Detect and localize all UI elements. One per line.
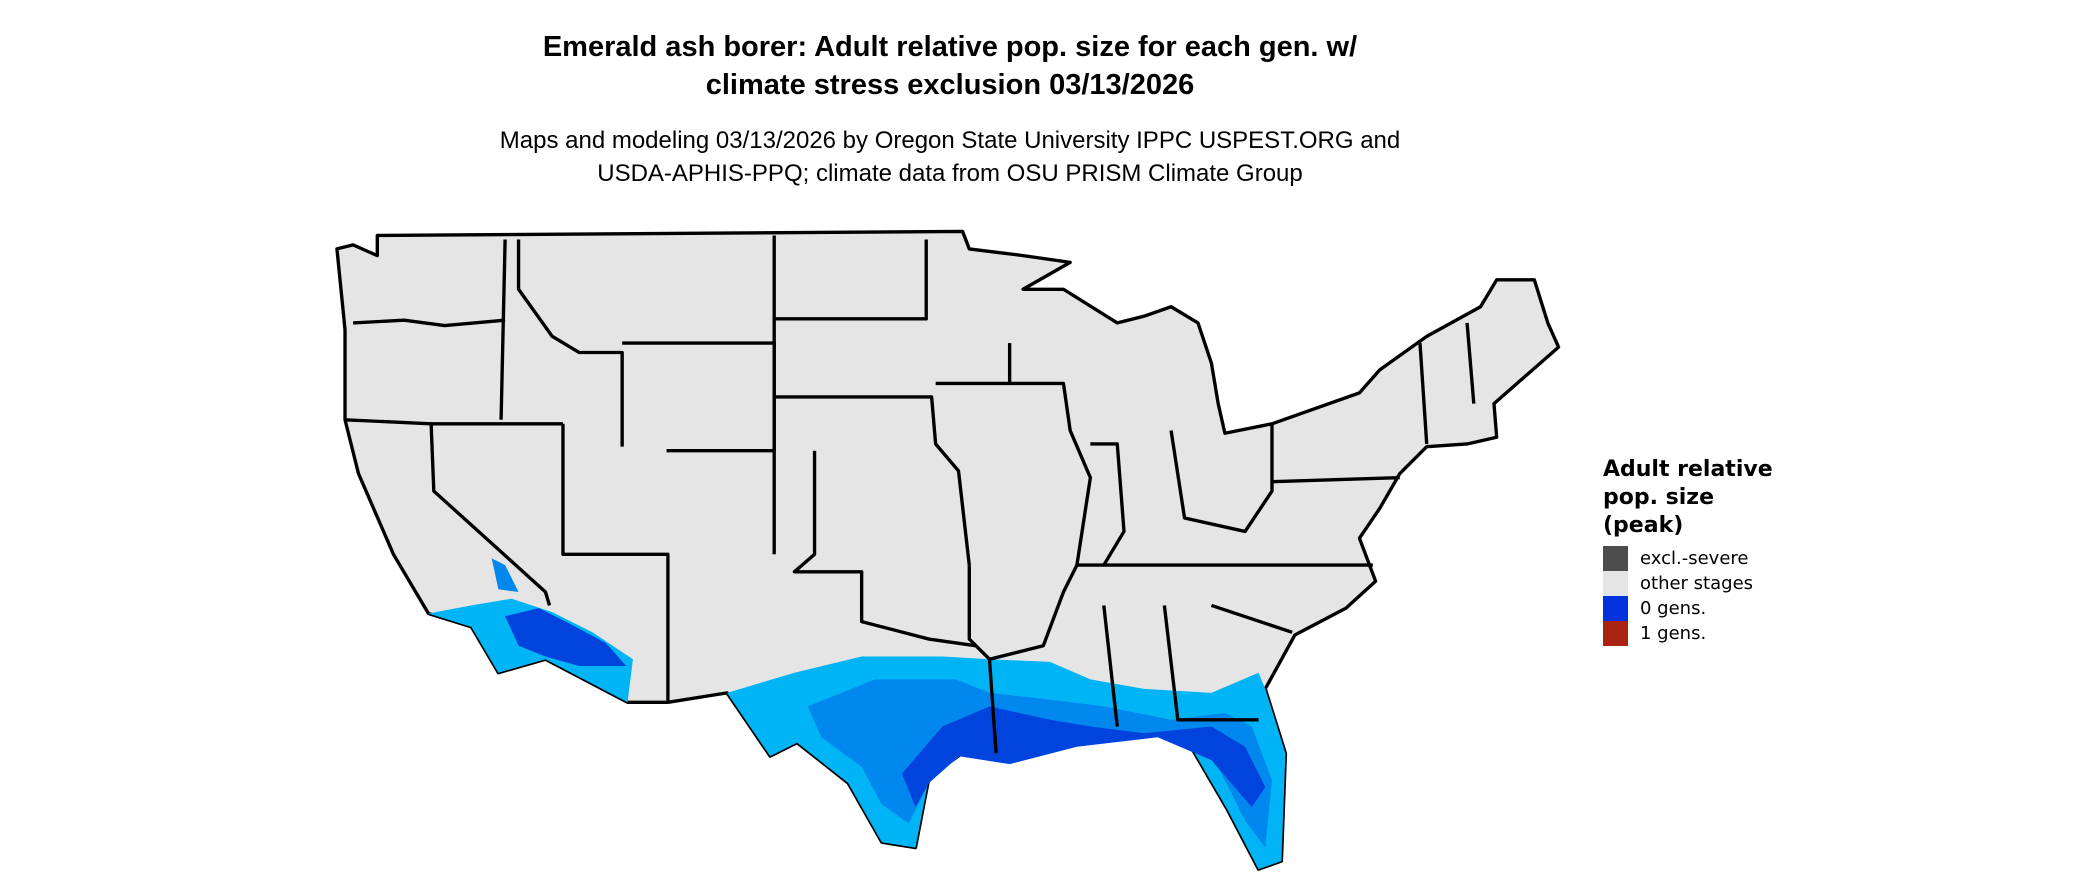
- legend-item-other-stages: other stages: [1603, 571, 1823, 596]
- legend-swatch: [1603, 546, 1628, 571]
- legend-swatch: [1603, 596, 1628, 621]
- legend-title: Adult relative pop. size (peak): [1603, 457, 1773, 538]
- legend-item-1-gens: 1 gens.: [1603, 621, 1823, 646]
- legend-item-0-gens: 0 gens.: [1603, 596, 1823, 621]
- legend-swatch: [1603, 571, 1628, 596]
- state-borders: [344, 235, 1476, 754]
- map-subtitle: Maps and modeling 03/13/2026 by Oregon S…: [499, 127, 1401, 187]
- legend: Adult relative pop. size (peak) excl.-se…: [1603, 456, 1823, 646]
- us-land: [335, 229, 1561, 871]
- zero-gens-region: [428, 558, 1286, 870]
- legend-item-excl-severe: excl.-severe: [1603, 546, 1823, 571]
- legend-swatch: [1603, 621, 1628, 646]
- map-title: Emerald ash borer: Adult relative pop. s…: [542, 31, 1358, 101]
